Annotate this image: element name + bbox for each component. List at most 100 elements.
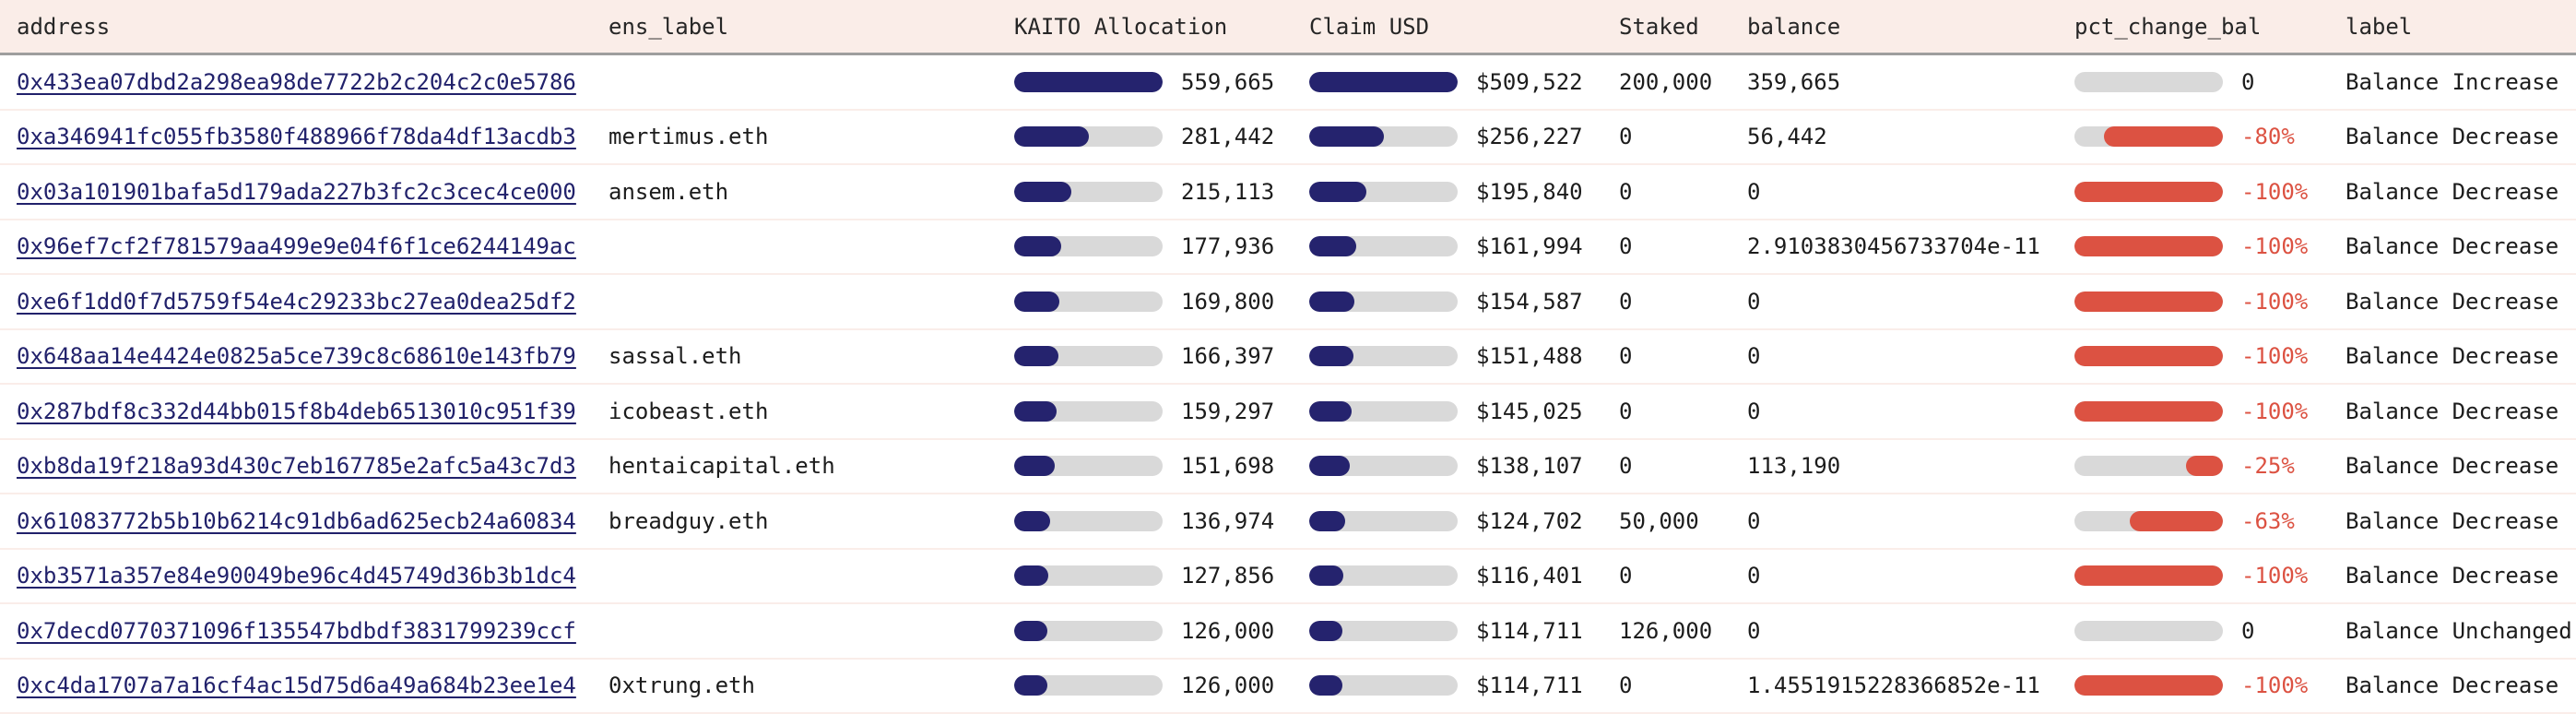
kaito-allocation-bar-track [1014, 620, 1163, 641]
kaito-allocation: 169,800 [1014, 289, 1309, 315]
balance-cell: 113,190 [1747, 453, 1841, 480]
balance-cell: 0 [1747, 507, 1761, 534]
label-cell: Balance Decrease [2346, 672, 2559, 699]
balance-cell: 0 [1747, 178, 1761, 205]
claim-usd-bar-track [1309, 675, 1458, 696]
claim-usd-bar-track [1309, 126, 1458, 148]
address-link[interactable]: 0xb3571a357e84e90049be96c4d45749d36b3b1d… [17, 563, 576, 589]
address-cell: 0xe6f1dd0f7d5759f54e4c29233bc27ea0dea25d… [0, 289, 609, 315]
claim-usd-bar-track [1309, 236, 1458, 257]
address-cell: 0x61083772b5b10b6214c91db6ad625ecb24a608… [0, 508, 609, 534]
kaito-allocation-value: 215,113 [1181, 178, 1275, 205]
kaito-allocation-bar-track [1014, 675, 1163, 696]
address-link[interactable]: 0x7decd0770371096f135547bdbdf3831799239c… [17, 617, 576, 644]
claim-usd-bar-track [1309, 456, 1458, 477]
table-row: 0x648aa14e4424e0825a5ce739c8c68610e143fb… [0, 329, 2576, 385]
claim-usd-bar-fill [1309, 71, 1458, 92]
kaito-allocation-bar-track [1014, 126, 1163, 148]
table-row: 0xb8da19f218a93d430c7eb167785e2afc5a43c7… [0, 439, 2576, 494]
label-cell: Balance Decrease [2346, 288, 2559, 315]
claim-usd: $161,994 [1309, 233, 1619, 259]
claim-usd-value: $124,702 [1476, 507, 1583, 534]
claim-usd-bar-fill [1309, 620, 1342, 641]
pct-change: -100% [2074, 672, 2346, 698]
pct-change-value: -25% [2241, 453, 2295, 480]
address-cell: 0x03a101901bafa5d179ada227b3fc2c3cec4ce0… [0, 179, 609, 205]
address-link[interactable]: 0xa346941fc055fb3580f488966f78da4df13acd… [17, 124, 576, 150]
claim-usd-bar-fill [1309, 510, 1345, 531]
kaito-allocation-value: 559,665 [1181, 68, 1275, 95]
ens-label-cell: hentaicapital.eth [609, 453, 835, 480]
address-link[interactable]: 0x648aa14e4424e0825a5ce739c8c68610e143fb… [17, 343, 576, 370]
pct-change: -100% [2074, 289, 2346, 315]
claim-usd-bar-fill [1309, 675, 1342, 696]
claim-usd-value: $145,025 [1476, 398, 1583, 424]
kaito-allocation-bar-track [1014, 291, 1163, 312]
kaito-allocation-bar-track [1014, 346, 1163, 367]
pct-change-bar-fill [2186, 456, 2223, 477]
claim-usd-value: $116,401 [1476, 563, 1583, 589]
address-cell: 0x287bdf8c332d44bb015f8b4deb6513010c951f… [0, 399, 609, 424]
staked-cell: 200,000 [1619, 68, 1713, 95]
pct-change: -80% [2074, 124, 2346, 149]
balance-cell: 359,665 [1747, 68, 1841, 95]
pct-change-bar-fill [2130, 510, 2223, 531]
pct-change-bar-track [2074, 346, 2223, 367]
claim-usd-bar-track [1309, 400, 1458, 422]
kaito-allocation-bar-fill [1014, 400, 1057, 422]
kaito-allocation-bar-fill [1014, 675, 1047, 696]
column-header-ens-label: ens_label [609, 13, 729, 40]
claim-usd-value: $114,711 [1476, 672, 1583, 699]
table-row: 0xe6f1dd0f7d5759f54e4c29233bc27ea0dea25d… [0, 275, 2576, 330]
claim-usd: $509,522 [1309, 69, 1619, 95]
address-cell: 0xa346941fc055fb3580f488966f78da4df13acd… [0, 124, 609, 149]
pct-change-value: 0 [2241, 68, 2255, 95]
pct-change-bar-fill [2074, 181, 2223, 202]
claim-usd: $145,025 [1309, 399, 1619, 424]
address-link[interactable]: 0x61083772b5b10b6214c91db6ad625ecb24a608… [17, 507, 576, 534]
kaito-allocation-bar-fill [1014, 71, 1163, 92]
label-cell: Balance Decrease [2346, 233, 2559, 260]
claim-usd-bar-track [1309, 181, 1458, 202]
address-link[interactable]: 0xc4da1707a7a16cf4ac15d75d6a49a684b23ee1… [17, 672, 576, 699]
pct-change: -100% [2074, 343, 2346, 369]
column-header-balance: balance [1747, 13, 1841, 40]
label-cell: Balance Decrease [2346, 398, 2559, 424]
claim-usd-bar-track [1309, 565, 1458, 587]
label-cell: Balance Decrease [2346, 507, 2559, 534]
kaito-allocation: 136,974 [1014, 508, 1309, 534]
claim-usd-bar-track [1309, 346, 1458, 367]
address-link[interactable]: 0xe6f1dd0f7d5759f54e4c29233bc27ea0dea25d… [17, 288, 576, 315]
address-link[interactable]: 0x433ea07dbd2a298ea98de7722b2c204c2c0e57… [17, 68, 576, 95]
pct-change-bar-fill [2074, 565, 2223, 587]
address-cell: 0xc4da1707a7a16cf4ac15d75d6a49a684b23ee1… [0, 672, 609, 698]
kaito-allocation-bar-fill [1014, 346, 1058, 367]
column-header-pct-change-bal: pct_change_bal [2074, 13, 2262, 40]
pct-change-value: -100% [2241, 233, 2309, 260]
claim-usd: $114,711 [1309, 672, 1619, 698]
kaito-allocation-bar-track [1014, 236, 1163, 257]
claim-usd: $195,840 [1309, 179, 1619, 205]
kaito-allocation-bar-fill [1014, 565, 1048, 587]
address-link[interactable]: 0xb8da19f218a93d430c7eb167785e2afc5a43c7… [17, 453, 576, 480]
address-link[interactable]: 0x287bdf8c332d44bb015f8b4deb6513010c951f… [17, 398, 576, 424]
kaito-allocation-value: 177,936 [1181, 233, 1275, 260]
pct-change-bar-track [2074, 565, 2223, 587]
address-link[interactable]: 0x03a101901bafa5d179ada227b3fc2c3cec4ce0… [17, 178, 576, 205]
pct-change: -25% [2074, 453, 2346, 479]
claim-usd-bar-fill [1309, 456, 1350, 477]
kaito-allocation: 177,936 [1014, 233, 1309, 259]
address-link[interactable]: 0x96ef7cf2f781579aa499e9e04f6f1ce6244149… [17, 233, 576, 260]
pct-change-bar-fill [2104, 126, 2223, 148]
claim-usd: $138,107 [1309, 453, 1619, 479]
kaito-allocation: 159,297 [1014, 399, 1309, 424]
table-body: 0x433ea07dbd2a298ea98de7722b2c204c2c0e57… [0, 55, 2576, 714]
column-header-staked: Staked [1619, 13, 1699, 40]
kaito-allocation: 166,397 [1014, 343, 1309, 369]
pct-change-bar-fill [2074, 675, 2223, 696]
balance-cell: 56,442 [1747, 124, 1827, 150]
claim-usd-value: $256,227 [1476, 124, 1583, 150]
label-cell: Balance Decrease [2346, 343, 2559, 370]
ens-label-cell: icobeast.eth [609, 398, 769, 424]
